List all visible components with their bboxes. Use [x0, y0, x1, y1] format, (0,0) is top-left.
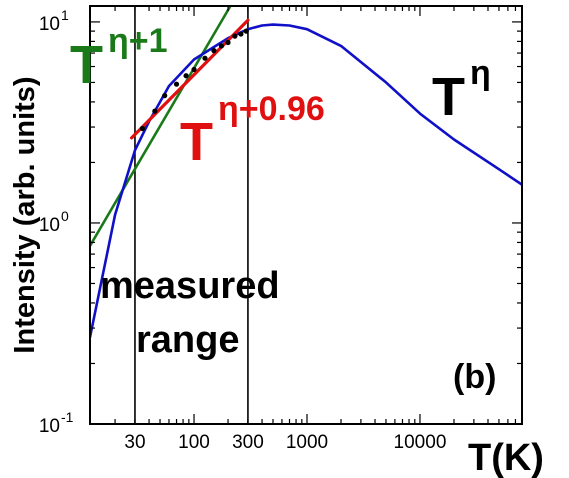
data-point — [173, 81, 180, 87]
label-green-base: T — [70, 35, 103, 95]
red-fit-line — [130, 18, 250, 140]
y-tick-label: 10 — [39, 14, 60, 35]
y-axis-title: Intensity (arb. units) — [9, 76, 41, 353]
data-point — [211, 48, 217, 54]
label-red-base: T — [180, 112, 213, 172]
data-point — [243, 28, 249, 34]
data-point — [152, 108, 158, 114]
y-tick-exponent: 1 — [61, 7, 69, 23]
label-green-fit: T η+1 — [70, 22, 168, 95]
y-tick-exponent: -1 — [61, 409, 74, 425]
label-green-exponent: η+1 — [108, 22, 168, 60]
data-point — [225, 39, 231, 46]
green-fit-line — [90, 6, 232, 248]
label-red-exponent: η+0.96 — [218, 90, 325, 128]
y-tick-label: 10 — [39, 215, 60, 236]
data-point — [183, 73, 189, 79]
data-point — [232, 33, 238, 39]
y-tick-exponent: 0 — [61, 208, 69, 224]
axes-layer — [89, 5, 523, 425]
label-model-curve: T η — [432, 54, 491, 127]
series-layer — [90, 6, 522, 424]
annotation-range: range — [136, 319, 239, 361]
label-model-base: T — [432, 67, 465, 127]
data-point — [218, 43, 225, 49]
panel-label: (b) — [453, 358, 496, 396]
x-tick-label: 100 — [178, 432, 210, 453]
x-tick-label: 1000 — [286, 432, 328, 453]
x-tick-label: 300 — [232, 432, 264, 453]
y-tick-label: 10 — [39, 416, 60, 437]
x-axis-title: T(K) — [468, 437, 544, 478]
data-point — [139, 125, 146, 132]
data-point — [202, 55, 208, 61]
data-point — [191, 66, 197, 73]
label-model-exponent: η — [470, 54, 491, 92]
x-tick-label: 10000 — [394, 432, 447, 453]
label-red-fit: T η+0.96 — [180, 90, 325, 172]
data-point — [162, 93, 168, 99]
annotation-measured: measured — [100, 265, 280, 307]
x-tick-label: 30 — [124, 432, 145, 453]
data-point — [238, 31, 244, 37]
plot-frame — [89, 5, 523, 425]
